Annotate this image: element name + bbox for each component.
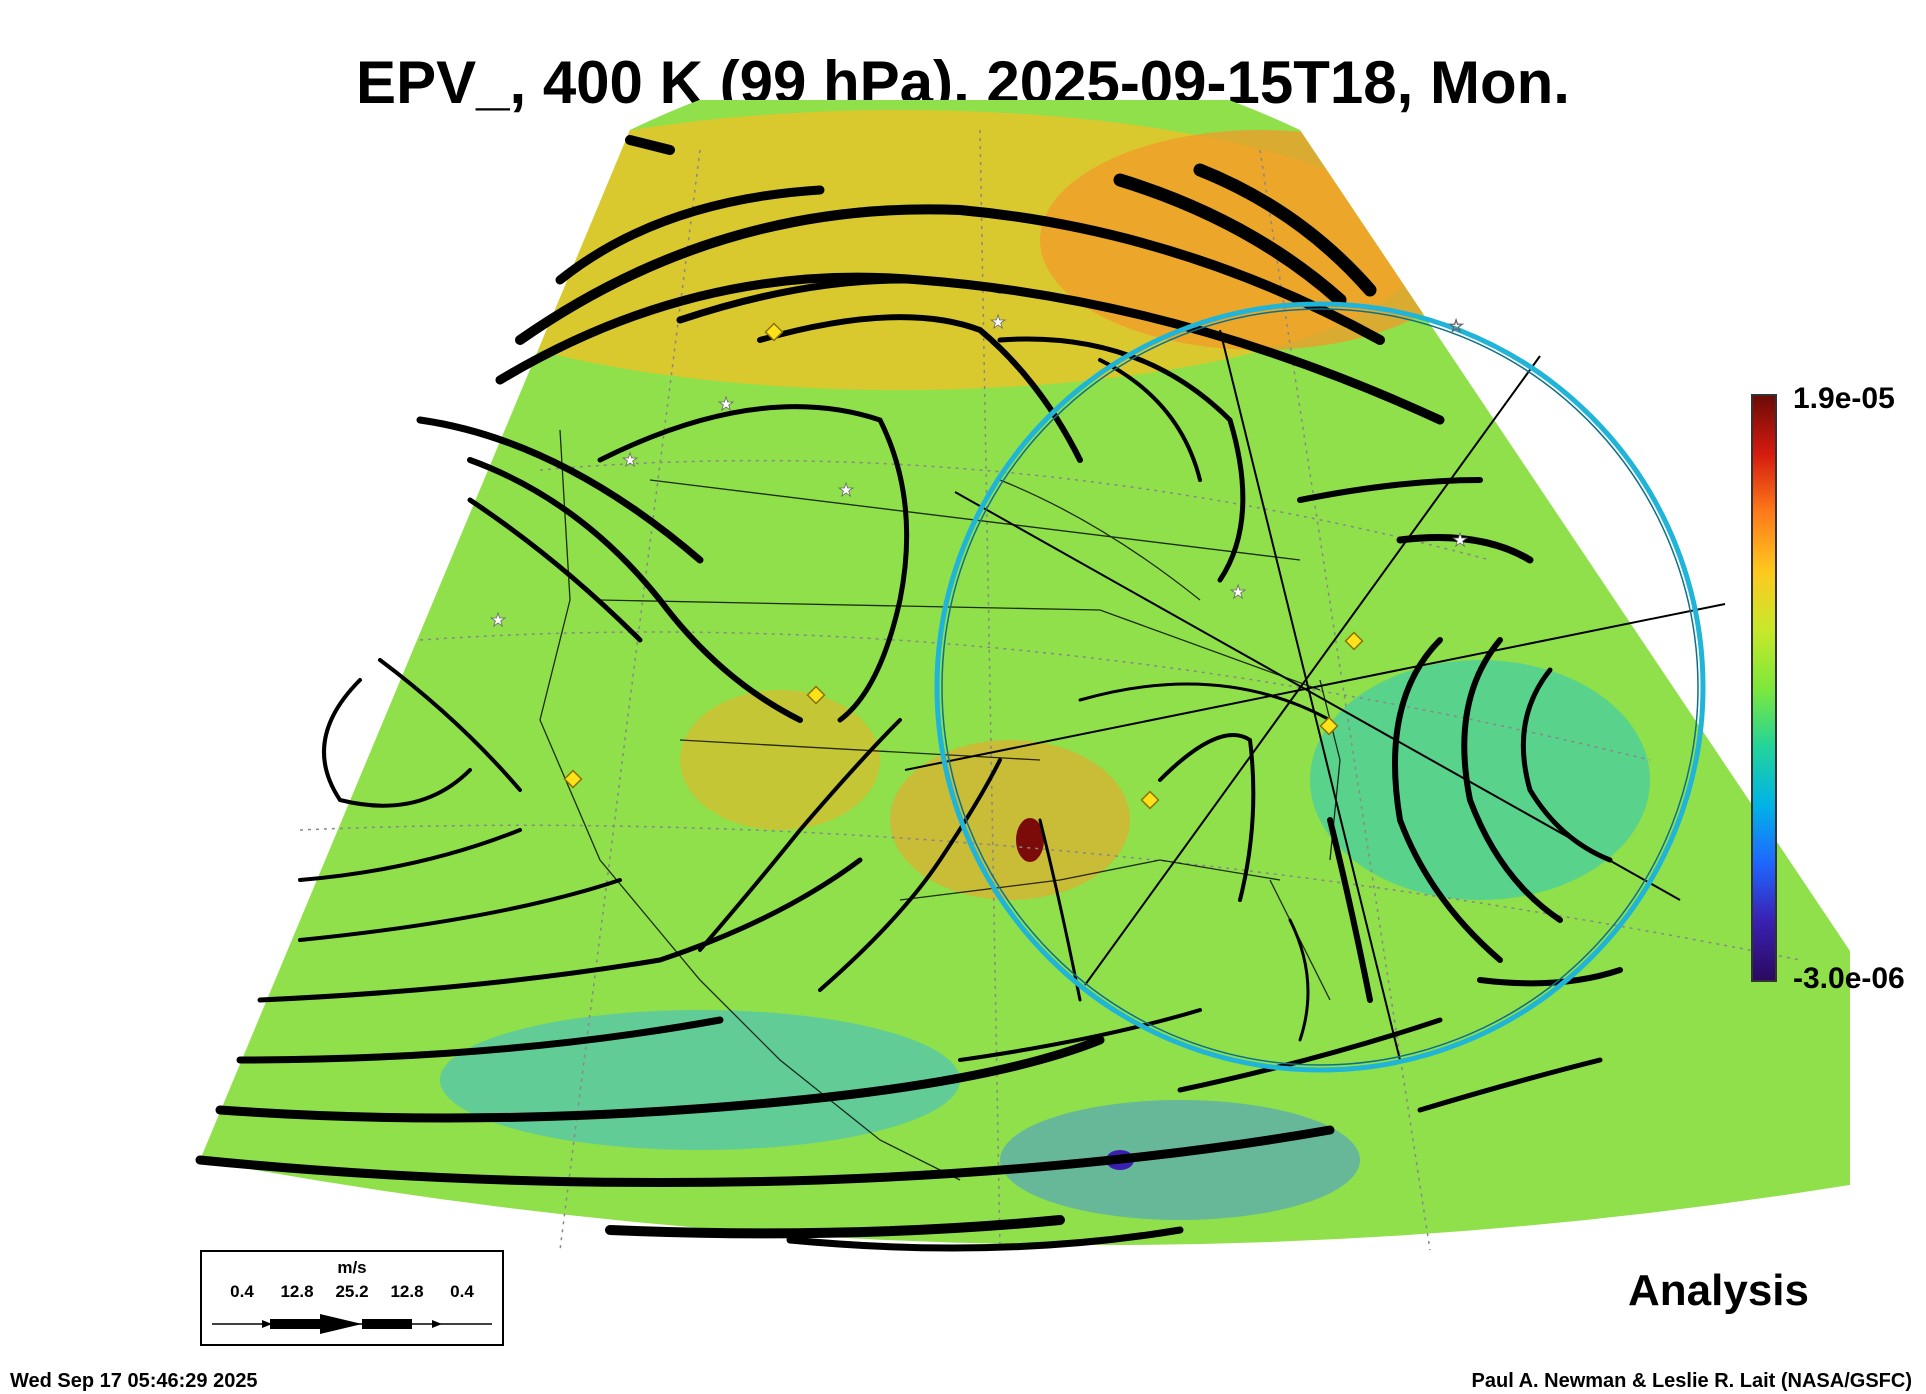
- vortex-circle: [934, 301, 1706, 1073]
- vortex-circle-inner: [941, 308, 1699, 1066]
- field-patch-caribbean: [1000, 1100, 1360, 1220]
- star-marker: ★: [718, 394, 734, 414]
- field-patch-central: [890, 740, 1130, 900]
- graticule: [299, 129, 1801, 1251]
- legend-value: 0.4: [230, 1282, 254, 1301]
- star-marker: ★: [838, 480, 854, 500]
- legend-unit: m/s: [337, 1258, 367, 1277]
- star-marker: ★: [1230, 582, 1246, 602]
- star-markers: ★ ★ ★ ★ ★ ★ ★ ☆: [490, 312, 1469, 631]
- credit: Paul A. Newman & Leslie R. Lait (NASA/GS…: [1471, 1370, 1912, 1392]
- timestamp: Wed Sep 17 05:46:29 2025: [10, 1370, 258, 1392]
- diamond-marker: [563, 769, 583, 789]
- diamond-marker: [1140, 790, 1160, 810]
- field-patch-atlantic: [1310, 660, 1650, 900]
- legend-value: 0.4: [450, 1282, 474, 1301]
- legend-value: 25.2: [335, 1282, 369, 1301]
- diamond-marker: [1319, 716, 1339, 736]
- field-high-spot: [1016, 818, 1044, 862]
- diamond-marker: [764, 322, 784, 342]
- star-marker: ★: [622, 450, 638, 470]
- legend-value: 12.8: [280, 1282, 314, 1301]
- diamond-marker: [1344, 631, 1364, 651]
- legend-value: 12.8: [390, 1282, 424, 1301]
- station-markers: [563, 322, 1364, 810]
- colorbar-min-label: -3.0e-06: [1793, 962, 1905, 995]
- streamlines: [195, 135, 1623, 1252]
- star-marker: ★: [490, 610, 506, 630]
- analysis-label: Analysis: [1628, 1266, 1809, 1315]
- colorbar: [1751, 394, 1777, 982]
- legend-arrow-scale: [212, 1314, 492, 1334]
- star-marker: ☆: [1448, 316, 1464, 336]
- diamond-marker: [806, 685, 826, 705]
- colorbar-max-label: 1.9e-05: [1793, 382, 1895, 415]
- wind-legend: m/s 0.4 12.8 25.2 12.8 0.4: [200, 1250, 504, 1346]
- star-marker: ★: [990, 312, 1006, 332]
- field-patch-pacific-south: [440, 1010, 960, 1150]
- star-marker: ★: [1452, 530, 1468, 550]
- cross-section-lines: [904, 329, 1726, 1061]
